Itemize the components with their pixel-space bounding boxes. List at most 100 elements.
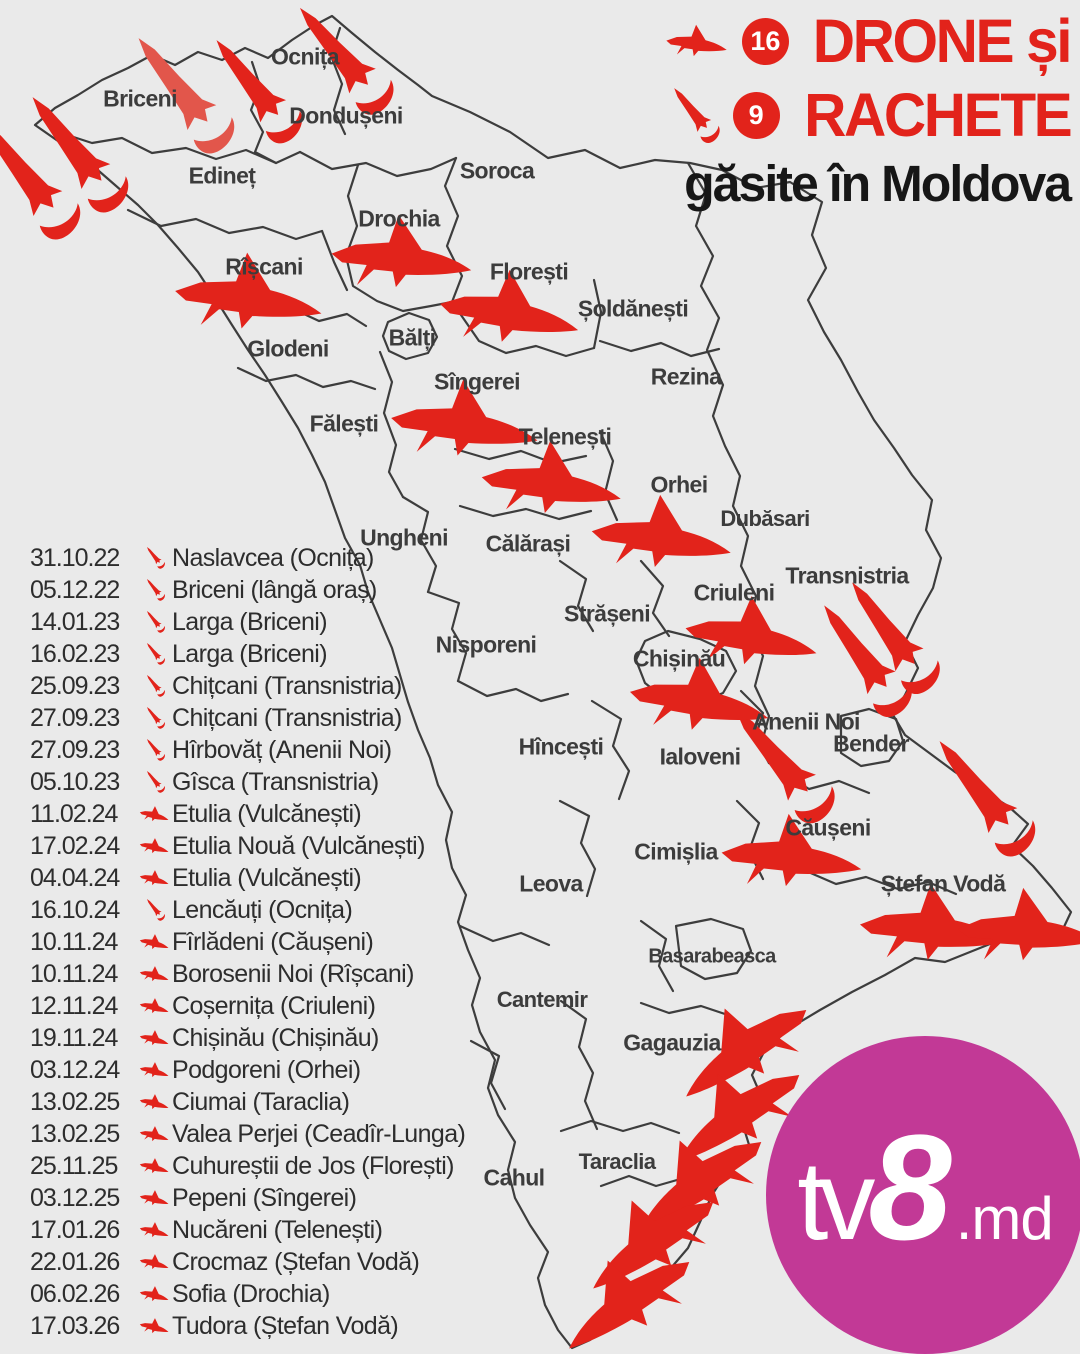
district-label: Drochia [358, 205, 440, 232]
incident-date: 25.11.25 [30, 1151, 118, 1180]
incident-date: 03.12.25 [30, 1183, 120, 1212]
incident-date: 10.11.24 [30, 959, 118, 988]
drone-icon [136, 1090, 172, 1114]
incident-place: Crocmaz (Ștefan Vodă) [172, 1247, 420, 1276]
district-label: Gagauzia [623, 1029, 721, 1056]
incident-date: 05.10.23 [30, 767, 120, 796]
logo-tv: tv [797, 1138, 875, 1263]
district-label: Ungheni [360, 524, 448, 551]
logo-eight: 8 [868, 1103, 952, 1271]
district-borders [56, 26, 958, 1188]
incident-place: Larga (Briceni) [172, 639, 328, 668]
incident-date: 16.02.23 [30, 639, 120, 668]
incident-date: 13.02.25 [30, 1087, 120, 1116]
tv8-logo-text: tv 8 .md [797, 1103, 1054, 1271]
incident-place: Briceni (lângă oraș) [172, 575, 377, 604]
incident-row: 04.04.24 Etulia (Vulcănești) [30, 862, 465, 894]
incident-place: Chițcani (Transnistria) [172, 703, 402, 732]
district-label: Transnistria [785, 562, 909, 589]
district-label: Anenii Noi [752, 708, 860, 735]
incident-date: 17.01.26 [30, 1215, 120, 1244]
district-label: Leova [519, 870, 583, 897]
incident-place: Podgoreni (Orhei) [172, 1055, 361, 1084]
incident-place: Chițcani (Transnistria) [172, 671, 402, 700]
drone-count-row: 16 DRONE și [663, 4, 1073, 78]
country-outline [33, 14, 1073, 1350]
incident-row: 03.12.24 Podgoreni (Orhei) [30, 1054, 465, 1086]
incident-date: 13.02.25 [30, 1119, 120, 1148]
map-marker-drone [540, 1222, 707, 1350]
incident-row: 17.01.26 Nucăreni (Telenești) [30, 1214, 465, 1246]
incident-date: 06.02.26 [30, 1279, 120, 1308]
incident-row: 31.10.22 Naslavcea (Ocnița) [30, 542, 465, 574]
incident-row: 17.03.26 Tudora (Ștefan Vodă) [30, 1310, 465, 1342]
incident-list: 31.10.22 Naslavcea (Ocnița) 05.12.22 Bricen… [30, 542, 466, 1342]
incident-row: 19.11.24 Chișinău (Chișinău) [30, 1022, 465, 1054]
incident-row: 11.02.24 Etulia (Vulcănești) [30, 798, 465, 830]
rocket-icon [136, 673, 172, 699]
incident-place: Larga (Briceni) [172, 607, 328, 636]
drone-icon [136, 1282, 172, 1306]
drone-word: DRONE și [812, 6, 1073, 75]
rocket-count-row: 9 RACHETE [663, 78, 1072, 152]
incident-date: 19.11.24 [30, 1023, 118, 1052]
district-label: Basarabeasca [648, 945, 776, 968]
drone-icon [136, 1122, 172, 1146]
district-label: Briceni [103, 85, 177, 112]
incident-place: Lencăuți (Ocnița) [172, 895, 353, 924]
district-label: Ocnița [271, 43, 340, 70]
district-label: Cahul [483, 1164, 545, 1191]
incident-date: 22.01.26 [30, 1247, 120, 1276]
district-label: Orhei [650, 471, 708, 498]
district-label: Glodeni [247, 335, 329, 362]
incident-date: 16.10.24 [30, 895, 120, 924]
incident-date: 04.04.24 [30, 863, 120, 892]
incident-row: 27.09.23 Chițcani (Transnistria) [30, 702, 465, 734]
rocket-count-badge: 9 [732, 91, 780, 139]
incident-row: 22.01.26 Crocmaz (Ștefan Vodă) [30, 1246, 465, 1278]
incident-row: 13.02.25 Valea Perjei (Ceadîr-Lunga) [30, 1118, 466, 1150]
incident-row: 10.11.24 Borosenii Noi (Rîșcani) [30, 958, 465, 990]
map-marker-rocket [0, 108, 90, 247]
district-label: Soroca [459, 157, 535, 184]
district-label: Sîngerei [434, 368, 521, 395]
district-label: Dondușeni [289, 102, 403, 129]
drone-icon [136, 994, 172, 1018]
drone-icon [136, 1314, 172, 1338]
drone-icon [136, 930, 172, 954]
incident-place: Gîsca (Transnistria) [172, 767, 379, 796]
incident-row: 16.02.23 Larga (Briceni) [30, 638, 465, 670]
district-label: Hîncești [518, 733, 604, 760]
district-label: Florești [489, 258, 569, 285]
rocket-icon [136, 897, 172, 923]
incident-date: 12.11.24 [30, 991, 118, 1020]
incident-place: Borosenii Noi (Rîșcani) [172, 959, 414, 988]
tv8-logo: tv 8 .md [766, 1036, 1080, 1354]
incident-row: 03.12.25 Pepeni (Sîngerei) [30, 1182, 465, 1214]
incident-row: 25.09.23 Chițcani (Transnistria) [30, 670, 465, 702]
drone-count-badge: 16 [741, 17, 789, 65]
rocket-icon [136, 577, 172, 603]
incident-date: 10.11.24 [30, 927, 118, 956]
district-label: Fălești [309, 410, 379, 437]
drone-icon [136, 1154, 172, 1178]
incident-row: 06.02.26 Sofia (Drochia) [30, 1278, 465, 1310]
incident-row: 14.01.23 Larga (Briceni) [30, 606, 465, 638]
drone-icon [136, 834, 172, 858]
incident-row: 12.11.24 Coșernița (Criuleni) [30, 990, 465, 1022]
drone-icon [136, 1026, 172, 1050]
rocket-icon [136, 641, 172, 667]
incident-place: Coșernița (Criuleni) [172, 991, 376, 1020]
district-label: Bender [833, 730, 909, 757]
incident-place: Etulia (Vulcănești) [172, 799, 362, 828]
drone-icon [136, 1218, 172, 1242]
rocket-icon [136, 769, 172, 795]
incident-date: 03.12.24 [30, 1055, 120, 1084]
drone-icon [136, 962, 172, 986]
district-label: Strășeni [564, 600, 651, 627]
district-label: Șoldănești [577, 295, 689, 322]
incident-place: Nucăreni (Telenești) [172, 1215, 383, 1244]
rocket-icon [136, 545, 172, 571]
incident-date: 14.01.23 [30, 607, 120, 636]
